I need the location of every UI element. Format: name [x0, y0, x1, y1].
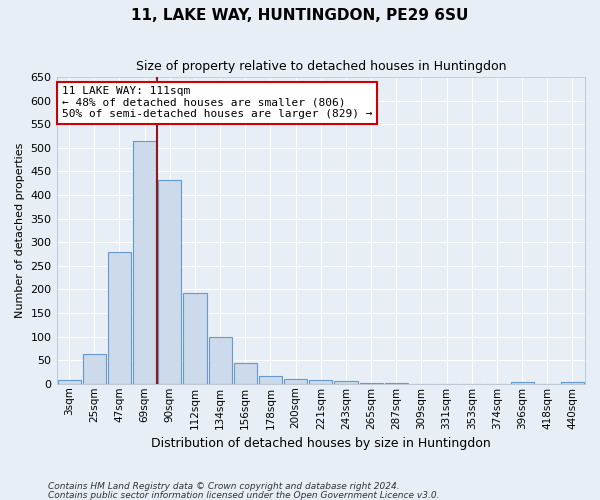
Title: Size of property relative to detached houses in Huntingdon: Size of property relative to detached ho… [136, 60, 506, 73]
Bar [561, 382, 584, 384]
Text: 11, LAKE WAY, HUNTINGDON, PE29 6SU: 11, LAKE WAY, HUNTINGDON, PE29 6SU [131, 8, 469, 22]
Bar [309, 380, 332, 384]
Bar [209, 336, 232, 384]
Bar [259, 376, 282, 384]
Bar [133, 140, 156, 384]
Bar [511, 382, 533, 384]
Text: Contains HM Land Registry data © Crown copyright and database right 2024.: Contains HM Land Registry data © Crown c… [48, 482, 400, 491]
X-axis label: Distribution of detached houses by size in Huntingdon: Distribution of detached houses by size … [151, 437, 491, 450]
Bar [359, 383, 383, 384]
Bar [158, 180, 181, 384]
Y-axis label: Number of detached properties: Number of detached properties [15, 142, 25, 318]
Bar [58, 380, 80, 384]
Bar [234, 362, 257, 384]
Bar [284, 378, 307, 384]
Bar [83, 354, 106, 384]
Text: Contains public sector information licensed under the Open Government Licence v3: Contains public sector information licen… [48, 490, 439, 500]
Bar [108, 252, 131, 384]
Text: 11 LAKE WAY: 111sqm
← 48% of detached houses are smaller (806)
50% of semi-detac: 11 LAKE WAY: 111sqm ← 48% of detached ho… [62, 86, 373, 120]
Bar [184, 292, 206, 384]
Bar [334, 382, 358, 384]
